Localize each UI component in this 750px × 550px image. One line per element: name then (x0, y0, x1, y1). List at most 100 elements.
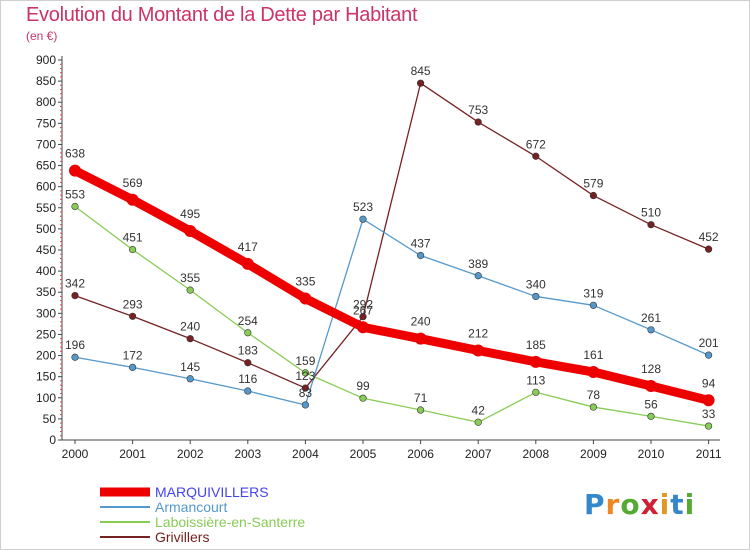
data-label: 845 (411, 64, 431, 78)
data-label: 417 (238, 240, 258, 254)
logo-letter: o (620, 488, 641, 521)
data-label: 116 (238, 372, 257, 386)
y-tick-label: 350 (36, 285, 56, 299)
data-label: 638 (65, 147, 85, 161)
data-label: 672 (526, 137, 546, 151)
data-label: 78 (587, 388, 601, 402)
data-label: 71 (414, 391, 428, 405)
data-point (704, 422, 713, 430)
data-point (357, 321, 369, 334)
data-label: 267 (353, 303, 373, 317)
x-tick-label: 2003 (234, 447, 261, 461)
data-label: 240 (180, 320, 200, 334)
y-tick-label: 650 (36, 159, 56, 173)
data-label: 42 (472, 403, 486, 417)
y-tick-label: 900 (36, 53, 56, 67)
y-tick-label: 150 (36, 370, 56, 384)
data-point (244, 329, 252, 337)
y-tick-label: 200 (36, 349, 56, 363)
data-label: 292 (353, 298, 373, 312)
data-label: 83 (299, 386, 313, 400)
data-point (474, 418, 482, 426)
data-label: 128 (641, 362, 661, 376)
data-point (301, 384, 310, 392)
data-label: 113 (526, 373, 545, 387)
data-point (241, 257, 254, 270)
y-tick-label: 600 (36, 180, 56, 194)
data-label: 161 (583, 348, 603, 362)
data-point (186, 335, 194, 343)
data-point (301, 401, 310, 409)
legend-entry: MARQUIVILLERS (155, 484, 269, 500)
data-label: 437 (411, 236, 431, 250)
data-label: 185 (526, 338, 546, 352)
y-tick-label: 50 (43, 412, 57, 426)
data-label: 319 (583, 286, 603, 300)
series-line-armancourt (74, 218, 710, 406)
data-point (702, 394, 715, 407)
data-point (645, 379, 657, 392)
data-point (417, 251, 425, 260)
data-point (589, 191, 598, 200)
data-point (414, 332, 427, 345)
data-point (532, 388, 540, 396)
y-tick-label: 800 (36, 95, 56, 109)
y-tick-label: 750 (36, 116, 56, 130)
series-line-grivillers (74, 82, 710, 389)
data-point (359, 215, 367, 223)
logo-letter: i (684, 488, 696, 521)
y-tick-label: 850 (36, 74, 56, 88)
y-tick-label: 400 (36, 264, 56, 278)
data-label: 355 (180, 271, 200, 285)
data-label: 261 (641, 311, 661, 325)
data-point (417, 79, 425, 87)
data-label: 340 (526, 277, 546, 291)
data-label: 94 (702, 376, 716, 390)
x-tick-label: 2004 (292, 447, 319, 461)
data-point (244, 359, 252, 367)
data-point (359, 394, 367, 402)
logo-letter: P (584, 488, 606, 521)
data-label: 753 (468, 103, 488, 117)
y-tick-label: 250 (36, 327, 56, 341)
logo-letter: x (640, 488, 660, 521)
y-tick-label: 450 (36, 243, 56, 257)
data-point (589, 301, 598, 309)
data-label: 451 (123, 231, 143, 245)
data-label: 293 (123, 297, 143, 311)
data-label: 579 (583, 177, 603, 191)
x-tick-label: 2002 (177, 447, 204, 461)
proxiti-logo: Proxiti (584, 488, 695, 521)
data-label: 342 (65, 277, 85, 291)
data-point (529, 355, 542, 368)
data-point (71, 292, 79, 300)
series-line-marquivillers (70, 166, 714, 405)
data-point (647, 326, 655, 334)
data-point (69, 164, 81, 177)
data-point (129, 245, 137, 254)
data-point (472, 344, 485, 357)
data-point (71, 353, 79, 361)
data-point (474, 118, 482, 126)
data-label: 145 (180, 360, 200, 374)
legend-entry: Laboissière-en-Santerre (155, 514, 305, 530)
logo-letter: i (659, 488, 671, 521)
data-point (244, 387, 252, 395)
data-label: 56 (644, 397, 658, 411)
data-point (186, 375, 194, 383)
data-point (184, 225, 197, 237)
legend-entry: Grivillers (155, 529, 209, 545)
data-label: 196 (65, 338, 85, 352)
x-tick-label: 2000 (62, 447, 89, 461)
data-label: 510 (641, 206, 661, 220)
logo-letter: r (605, 488, 621, 521)
data-label: 212 (468, 326, 488, 340)
chart-title: Evolution du Montant de la Dette par Hab… (26, 4, 418, 26)
data-point (532, 292, 540, 301)
data-label: 389 (468, 257, 488, 271)
data-point (647, 221, 655, 229)
data-label: 183 (238, 344, 258, 358)
data-point (71, 202, 79, 211)
data-point (704, 351, 713, 359)
x-tick-label: 2005 (350, 447, 377, 461)
